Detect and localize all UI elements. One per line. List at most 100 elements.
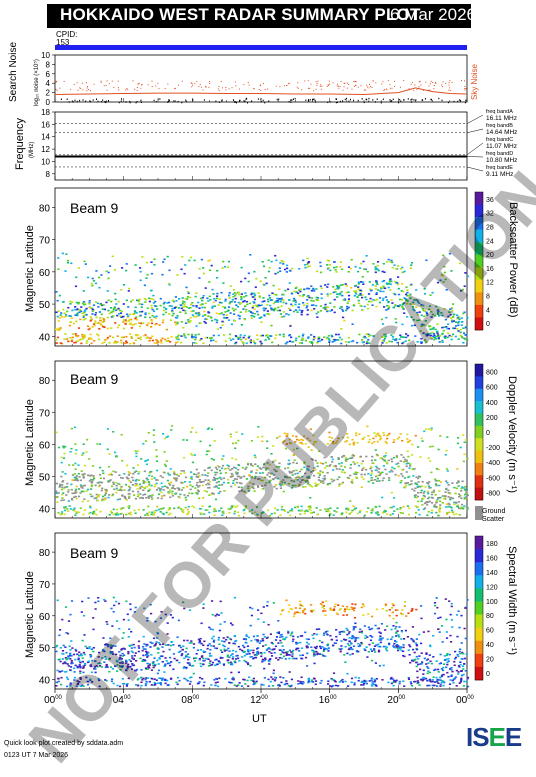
beam-cell [433, 676, 435, 678]
beam-cell [277, 620, 279, 622]
beam-cell [218, 487, 220, 489]
beam-cell [78, 476, 80, 478]
beam-cell [82, 302, 84, 304]
beam-cell [256, 334, 258, 336]
beam-cell [82, 338, 84, 340]
beam-cell [76, 480, 78, 482]
beam-cell [458, 496, 460, 498]
beam-cell [281, 657, 283, 659]
beam-cell [84, 473, 86, 475]
beam-cell [456, 670, 458, 672]
beam-cell [95, 322, 97, 324]
beam-cell [183, 494, 185, 496]
beam-cell [123, 489, 125, 491]
beam-cell [400, 454, 402, 456]
beam-cell [431, 512, 433, 514]
beam-cell [138, 471, 140, 473]
beam-cell [76, 511, 78, 513]
noise-dot [328, 84, 329, 85]
beam-cell [192, 305, 194, 307]
beam-cell [369, 439, 371, 441]
search-noise-dot [381, 102, 382, 104]
beam-cell [120, 508, 122, 510]
beam-cell [343, 320, 345, 322]
beam-cell [180, 269, 182, 271]
beam-cell [446, 664, 448, 666]
beam-cell [192, 486, 194, 488]
beam-cell [206, 658, 208, 660]
beam-cell [220, 657, 222, 659]
noise-dot [118, 89, 119, 90]
beam-cell [199, 481, 201, 483]
beam-cell [187, 495, 189, 497]
noise-dot [316, 81, 317, 82]
beam-cell [292, 641, 294, 643]
beam-cell [394, 281, 396, 283]
beam-cell [187, 296, 189, 298]
beam-cell [168, 283, 170, 285]
beam-cell [167, 684, 169, 686]
beam-cell [334, 299, 336, 301]
beam-cell [207, 300, 209, 302]
beam-cell [117, 335, 119, 337]
beam-cell [201, 678, 203, 680]
beam-cell [292, 639, 294, 641]
beam-cell [152, 340, 154, 342]
beam-cell [76, 478, 78, 480]
search-noise-dot [350, 99, 351, 101]
noise-dot [418, 86, 419, 87]
beam-cell [173, 313, 175, 315]
beam-cell [313, 655, 315, 657]
beam-cell [308, 508, 310, 510]
frequency-band-value: 14.64 MHz [486, 129, 517, 136]
beam-cell [408, 441, 410, 443]
beam-cell [149, 511, 151, 513]
beam-cell [170, 678, 172, 680]
beam-cell [253, 340, 255, 342]
beam-cell [382, 281, 384, 283]
beam-cell [144, 514, 146, 516]
beam-cell [218, 484, 220, 486]
beam-cell [216, 295, 218, 297]
beam-cell [148, 313, 150, 315]
beam-cell [227, 656, 229, 658]
beam-cell [81, 454, 83, 456]
beam-cell [372, 438, 374, 440]
noise-dot [157, 83, 158, 84]
beam-cell [190, 478, 192, 480]
beam-cell [300, 635, 302, 637]
beam-cell [320, 286, 322, 288]
beam-cell [430, 429, 432, 431]
beam-cell [464, 628, 466, 630]
beam-cell [307, 682, 309, 684]
beam-cell [225, 639, 227, 641]
noise-dot [428, 90, 429, 91]
beam-cell [151, 476, 153, 478]
beam-cell [216, 322, 218, 324]
beam-cell [291, 305, 293, 307]
beam-cell [374, 681, 376, 683]
beam-cell [92, 465, 94, 467]
frequency-ytick-label: 8 [46, 170, 51, 179]
beam-cell [116, 512, 118, 514]
beam-cell [334, 261, 336, 263]
noise-dot [138, 83, 139, 84]
beam-cell [339, 266, 341, 268]
beam-cell [274, 677, 276, 679]
beam-cell [335, 269, 337, 271]
beam-ytick-label: 70 [39, 236, 51, 247]
beam-cell [269, 305, 271, 307]
noise-ytick-label: 10 [41, 51, 50, 60]
beam-cell [406, 471, 408, 473]
search-noise-dot [129, 101, 130, 103]
beam-cell [467, 599, 469, 601]
beam-cell [424, 507, 426, 509]
beam-cell [86, 340, 88, 342]
beam-cell [317, 341, 319, 343]
beam-cell [271, 655, 273, 657]
beam-cell [404, 605, 406, 607]
beam-cell [169, 474, 171, 476]
beam-cell [92, 278, 94, 280]
beam-cell [67, 341, 69, 343]
beam-cell [203, 273, 205, 275]
